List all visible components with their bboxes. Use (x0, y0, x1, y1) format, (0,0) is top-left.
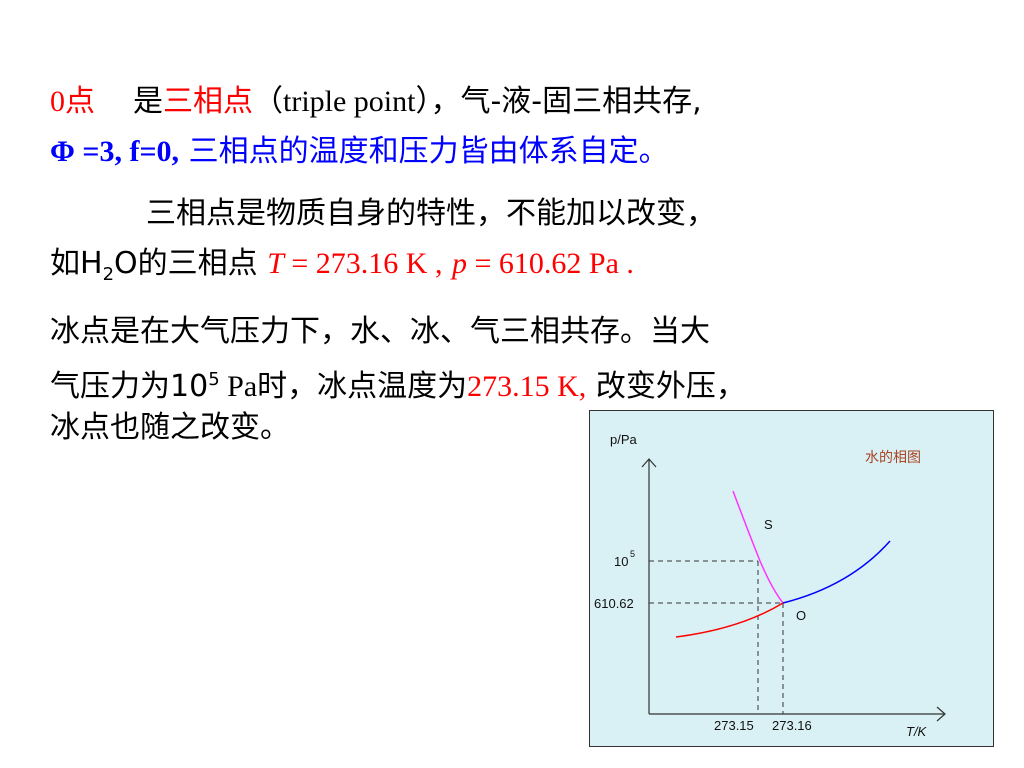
para1-line2: Φ =3, f=0, 三相点的温度和压力皆由体系自定。 (50, 134, 669, 170)
solid-liquid-curve (732, 490, 784, 604)
h2o-triple-text: O的三相点 (114, 246, 258, 281)
h2o-subscript: 2 (102, 264, 115, 285)
is-text: 是 (133, 84, 163, 119)
phase-diagram-svg: p/Pa T/K 水的相图 10 5 610.62 273.15 273.16 … (594, 432, 946, 739)
phi-equation: Φ =3, f=0, (50, 135, 180, 168)
diagram-title: 水的相图 (865, 450, 921, 466)
y-tick-1e5: 10 (614, 554, 628, 569)
p-value: = 610.62 Pa . (467, 247, 634, 280)
self-determined-text: 三相点的温度和压力皆由体系自定。 (188, 134, 669, 169)
phase-diagram: p/Pa T/K 水的相图 10 5 610.62 273.15 273.16 … (589, 410, 994, 747)
label-s: S (764, 517, 773, 532)
x-tick-273-16: 273.16 (772, 718, 812, 733)
x-tick-273-15: 273.15 (714, 718, 754, 733)
pa-text: Pa时，冰点温度为 (219, 370, 468, 403)
triple-pressure: p = 610.62 Pa . (452, 247, 634, 280)
coexist-text: 气-液-固三相共存, (460, 84, 702, 119)
ice-point-temperature: 273.15 K, (467, 370, 587, 403)
change-pressure-text: 改变外压， (595, 369, 746, 404)
pressure-exponent: 5 (208, 369, 220, 390)
para3-line3: 冰点也随之改变。 (50, 410, 290, 445)
pressure-text: 气压力为10 (50, 369, 209, 404)
t-symbol: T (267, 247, 284, 280)
para3-line2: 气压力为105 Pa时，冰点温度为273.15 K, 改变外压， (50, 362, 746, 405)
p-symbol: p (452, 247, 468, 280)
para2-line1: 三相点是物质自身的特性，不能加以改变， (146, 196, 716, 231)
label-o: O (796, 608, 806, 623)
triple-temperature: T = 273.16 K , (267, 247, 442, 280)
t-value: = 273.16 K , (283, 247, 443, 280)
x-axis-label: T/K (906, 724, 928, 739)
point-label: 0点 (50, 85, 95, 118)
para1-line1: 0点 是三相点（triple point），气-液-固三相共存, (50, 84, 702, 120)
y-tick-610: 610.62 (594, 596, 634, 611)
liquid-gas-curve (782, 540, 891, 604)
y-axis-arrow (641, 458, 657, 468)
triple-point-cn: 三相点 (163, 84, 253, 119)
para3-line1: 冰点是在大气压力下，水、冰、气三相共存。当大 (50, 314, 710, 349)
para2-line2: 如H2O的三相点 T = 273.16 K , p = 610.62 Pa . (50, 246, 634, 293)
h2o-prefix: 如H (50, 246, 103, 281)
triple-point-en: （triple point）， (253, 85, 461, 118)
y-axis-label: p/Pa (610, 432, 638, 447)
x-axis-arrow (936, 706, 946, 722)
y-tick-1e5-exponent: 5 (630, 549, 635, 559)
solid-gas-curve (675, 602, 784, 638)
